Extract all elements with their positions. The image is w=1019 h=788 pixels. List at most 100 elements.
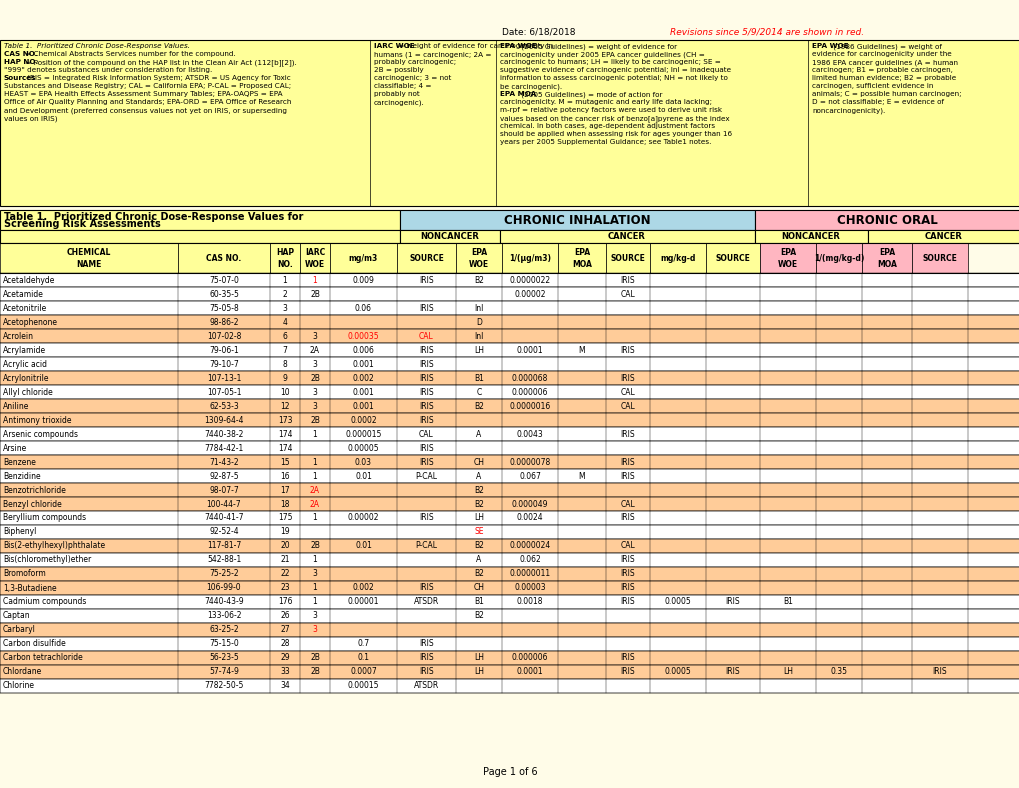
- Text: M: M: [578, 471, 585, 481]
- Text: 2B = possibly: 2B = possibly: [374, 67, 423, 73]
- Text: B2: B2: [474, 402, 483, 411]
- Text: 75-07-0: 75-07-0: [209, 276, 238, 284]
- Text: 7440-38-2: 7440-38-2: [204, 429, 244, 438]
- Text: 0.0005: 0.0005: [664, 667, 691, 677]
- Text: IRIS: IRIS: [621, 471, 635, 481]
- Text: 0.1: 0.1: [357, 653, 369, 663]
- Bar: [867, 230, 1019, 243]
- Text: IRIS: IRIS: [419, 303, 433, 313]
- Text: Carbon disulfide: Carbon disulfide: [3, 640, 65, 649]
- Text: 0.00015: 0.00015: [347, 682, 379, 690]
- Text: Carbaryl: Carbaryl: [3, 626, 36, 634]
- Text: 75-25-2: 75-25-2: [209, 570, 238, 578]
- Bar: [0, 483, 1019, 497]
- Text: 9: 9: [282, 374, 287, 382]
- Text: P-CAL: P-CAL: [415, 471, 437, 481]
- Text: 2B: 2B: [310, 541, 320, 551]
- Text: 75-05-8: 75-05-8: [209, 303, 238, 313]
- Bar: [270, 243, 300, 273]
- Text: IRIS: IRIS: [621, 374, 635, 382]
- Bar: [605, 243, 649, 273]
- Bar: [649, 243, 705, 273]
- Text: Benzyl chloride: Benzyl chloride: [3, 500, 62, 508]
- Text: Allyl chloride: Allyl chloride: [3, 388, 53, 396]
- Text: IRIS: IRIS: [419, 276, 433, 284]
- Text: 1: 1: [312, 514, 317, 522]
- Text: EPA: EPA: [780, 248, 795, 258]
- Text: 1: 1: [312, 583, 317, 593]
- Text: 1: 1: [312, 597, 317, 607]
- Bar: [0, 357, 1019, 371]
- Text: humans (1 = carcinogenic; 2A =: humans (1 = carcinogenic; 2A =: [374, 51, 491, 58]
- Text: 22: 22: [280, 570, 289, 578]
- Text: information to assess carcinogenic potential; NH = not likely to: information to assess carcinogenic poten…: [499, 75, 728, 81]
- Bar: [499, 230, 754, 243]
- Text: IRIS: IRIS: [419, 345, 433, 355]
- Text: 0.0018: 0.0018: [517, 597, 543, 607]
- Text: P-CAL: P-CAL: [415, 541, 437, 551]
- Text: WOE: WOE: [777, 260, 797, 269]
- Text: should be applied when assessing risk for ages younger than 16: should be applied when assessing risk fo…: [499, 131, 732, 137]
- Text: CHEMICAL: CHEMICAL: [67, 248, 111, 258]
- Text: 0.0005: 0.0005: [664, 597, 691, 607]
- Text: Date: 6/18/2018: Date: 6/18/2018: [501, 28, 575, 36]
- Text: 0.000006: 0.000006: [512, 388, 548, 396]
- Text: carcinogen; B1 = probable carcinogen,: carcinogen; B1 = probable carcinogen,: [811, 67, 952, 73]
- Text: 0.0007: 0.0007: [350, 667, 376, 677]
- Text: "999" denotes substances under consideration for listing.: "999" denotes substances under considera…: [4, 67, 212, 73]
- Text: EPA WOE: EPA WOE: [499, 43, 536, 49]
- Text: IRIS: IRIS: [621, 514, 635, 522]
- Text: 117-81-7: 117-81-7: [207, 541, 240, 551]
- Text: 2B: 2B: [310, 415, 320, 425]
- Text: 0.000015: 0.000015: [345, 429, 381, 438]
- Bar: [759, 243, 815, 273]
- Text: 12: 12: [280, 402, 289, 411]
- Bar: [399, 230, 499, 243]
- Text: 21: 21: [280, 556, 289, 564]
- Text: 79-10-7: 79-10-7: [209, 359, 238, 369]
- Text: 2B: 2B: [310, 289, 320, 299]
- Text: IRIS: IRIS: [419, 388, 433, 396]
- Text: Arsine: Arsine: [3, 444, 28, 452]
- Bar: [0, 497, 1019, 511]
- Text: IRIS: IRIS: [419, 374, 433, 382]
- Text: CAL: CAL: [620, 541, 635, 551]
- Text: SE: SE: [474, 527, 483, 537]
- Bar: [815, 243, 861, 273]
- Text: years per 2005 Supplemental Guidance; see Table1 notes.: years per 2005 Supplemental Guidance; se…: [499, 139, 710, 145]
- Bar: [705, 243, 759, 273]
- Text: 29: 29: [280, 653, 289, 663]
- Text: CAL: CAL: [620, 500, 635, 508]
- Text: Bromoform: Bromoform: [3, 570, 46, 578]
- Bar: [0, 243, 178, 273]
- Text: SOURCE: SOURCE: [715, 254, 750, 262]
- Text: CHRONIC INHALATION: CHRONIC INHALATION: [503, 214, 650, 226]
- Text: values based on the cancer risk of benzo[a]pyrene as the index: values based on the cancer risk of benzo…: [499, 115, 729, 122]
- Bar: [0, 525, 1019, 539]
- Text: 1: 1: [312, 556, 317, 564]
- Bar: [330, 243, 396, 273]
- Text: Acrylonitrile: Acrylonitrile: [3, 374, 50, 382]
- Text: LH: LH: [474, 653, 484, 663]
- Text: (2005 Guidelines) = mode of action for: (2005 Guidelines) = mode of action for: [519, 91, 661, 98]
- Text: 2B: 2B: [310, 667, 320, 677]
- Bar: [0, 581, 1019, 595]
- Text: HEAST = EPA Health Effects Assessment Summary Tables; EPA-OAQPS = EPA: HEAST = EPA Health Effects Assessment Su…: [4, 91, 282, 97]
- Text: 62-53-3: 62-53-3: [209, 402, 238, 411]
- Text: 107-05-1: 107-05-1: [207, 388, 242, 396]
- Text: Antimony trioxide: Antimony trioxide: [3, 415, 71, 425]
- Text: 174: 174: [277, 429, 292, 438]
- Text: 57-74-9: 57-74-9: [209, 667, 238, 677]
- Text: 3: 3: [312, 570, 317, 578]
- Text: IRIS: IRIS: [621, 345, 635, 355]
- Bar: [0, 455, 1019, 469]
- Text: = weight of evidence for carcinogenicity in: = weight of evidence for carcinogenicity…: [395, 43, 552, 49]
- Text: D = not classifiable; E = evidence of: D = not classifiable; E = evidence of: [811, 99, 943, 105]
- Text: 173: 173: [277, 415, 292, 425]
- Text: Biphenyl: Biphenyl: [3, 527, 37, 537]
- Text: 7440-43-9: 7440-43-9: [204, 597, 244, 607]
- Text: 0.0001: 0.0001: [517, 667, 543, 677]
- Bar: [861, 243, 911, 273]
- Text: Screening Risk Assessments: Screening Risk Assessments: [4, 219, 161, 229]
- Text: Acetaldehyde: Acetaldehyde: [3, 276, 55, 284]
